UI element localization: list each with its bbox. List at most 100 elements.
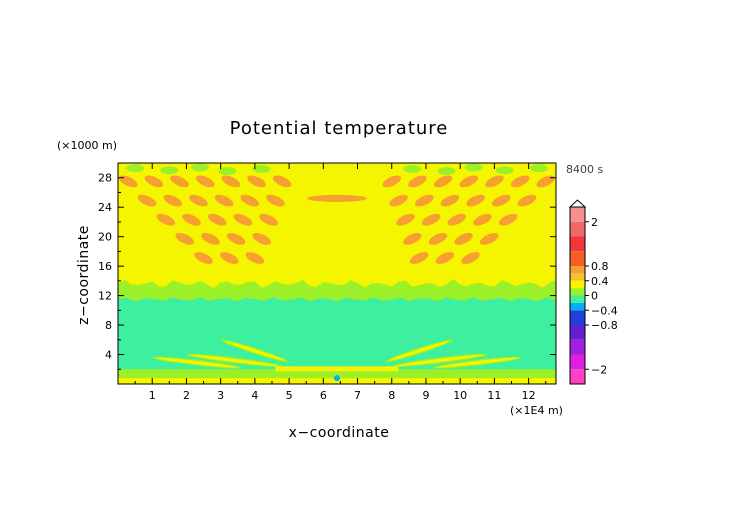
y-tick-label: 16 (98, 260, 112, 273)
wave-blob (498, 213, 518, 226)
wave-blob (433, 175, 453, 188)
x-tick-label: 12 (522, 389, 536, 402)
bottom-center-feature (275, 366, 399, 372)
x-tick-label: 11 (487, 389, 501, 402)
wave-blob (510, 175, 530, 188)
x-axis-title: x−coordinate (289, 425, 390, 441)
wave-blob (195, 175, 215, 188)
wave-blob (144, 175, 164, 188)
colorbar-tick-label: 2 (591, 216, 598, 229)
wave-blob-top (464, 163, 483, 172)
central-lens (307, 194, 367, 202)
wave-blob (170, 175, 189, 188)
x-axis-unit: (×1E4 m) (510, 404, 563, 417)
plot-frame (117, 162, 557, 385)
wave-blob (485, 175, 504, 188)
colorbar-overflow-arrow (568, 199, 587, 208)
wave-streak-inner (224, 340, 286, 361)
chart-title: Potential temperature (230, 118, 449, 139)
colorbar-segment (570, 369, 585, 384)
region-neutral-band (118, 279, 556, 303)
wave-blob (491, 194, 511, 207)
wave-blob (466, 194, 485, 207)
wave-blob (447, 213, 467, 226)
wave-blob (408, 175, 427, 188)
wave-blob (226, 233, 246, 245)
y-tick-label: 28 (98, 172, 112, 185)
wave-blob (259, 213, 278, 226)
wave-blob-top (218, 167, 237, 176)
wave-streak-inner (395, 354, 484, 367)
colorbar-segment (570, 288, 585, 296)
wave-blob (245, 252, 265, 264)
y-axis-unit: (×1000 m) (57, 139, 117, 152)
wave-blob (517, 194, 537, 207)
wave-blob (194, 252, 213, 264)
colorbar-tick-label: 0.8 (591, 260, 609, 273)
wave-blob (247, 175, 266, 188)
wave-blob (536, 175, 555, 188)
wave-blob (421, 213, 441, 226)
wave-blob (233, 213, 253, 226)
colorbar: 2 0.8 0.4 0−0.4 −0.8 −2 (568, 199, 618, 385)
colorbar-segment (570, 207, 585, 222)
time-label: 8400 s (566, 163, 603, 176)
y-tick-label: 20 (98, 231, 112, 244)
x-tick-label: 6 (320, 389, 327, 402)
wave-blob (409, 252, 429, 264)
wave-blob (480, 233, 499, 245)
colorbar-segment (570, 221, 585, 237)
colorbar-tick-label: 0.4 (591, 275, 609, 288)
wave-blob (266, 194, 285, 207)
wave-blob (182, 213, 201, 226)
wave-blob-top (252, 164, 271, 173)
x-tick-label: 5 (286, 389, 293, 402)
wave-blob-top (403, 164, 422, 173)
wave-blob-top (529, 164, 548, 173)
y-tick-label: 12 (98, 290, 112, 303)
x-tick-label: 7 (354, 389, 361, 402)
wave-blob (207, 213, 227, 226)
colorbar-segment (570, 302, 585, 311)
colorbar-segment (570, 273, 585, 281)
colorbar-segment (570, 310, 585, 325)
x-tick-label: 1 (149, 389, 156, 402)
wave-blob (382, 175, 402, 188)
wave-blob (252, 233, 271, 245)
wave-blob (440, 194, 460, 207)
wave-blob (389, 194, 408, 207)
colorbar-segment (570, 251, 585, 266)
wave-blob (272, 175, 292, 188)
y-tick-label: 8 (105, 319, 112, 332)
wave-blob (414, 194, 434, 207)
region-negative-layer (118, 297, 556, 373)
wave-blob (163, 194, 183, 207)
wave-streak-inner (190, 354, 279, 367)
y-tick-label: 24 (98, 201, 112, 214)
plot-area (118, 163, 556, 384)
wave-blob-top (160, 166, 179, 175)
colorbar-tick-label: −2 (591, 363, 607, 376)
wave-blob (156, 213, 176, 226)
y-axis-title: z−coordinate (76, 225, 92, 325)
colorbar-tick-label: −0.8 (591, 319, 618, 332)
x-tick-label: 2 (183, 389, 190, 402)
colorbar-segment (570, 325, 585, 340)
wave-blob (459, 175, 479, 188)
wave-blob (428, 233, 448, 245)
wave-blob (214, 194, 234, 207)
x-tick-label: 3 (217, 389, 224, 402)
wave-streak-inner (436, 357, 518, 368)
field-layer (118, 163, 556, 384)
wave-blob (473, 213, 492, 226)
wave-blob (189, 194, 208, 207)
wave-blob (137, 194, 157, 207)
colorbar-segment (570, 354, 585, 370)
x-tick-label: 4 (251, 389, 258, 402)
wave-blob-top (126, 164, 145, 173)
wave-blob (396, 213, 415, 226)
wave-blob (454, 233, 473, 245)
colorbar-tick-label: 0 (591, 290, 598, 303)
